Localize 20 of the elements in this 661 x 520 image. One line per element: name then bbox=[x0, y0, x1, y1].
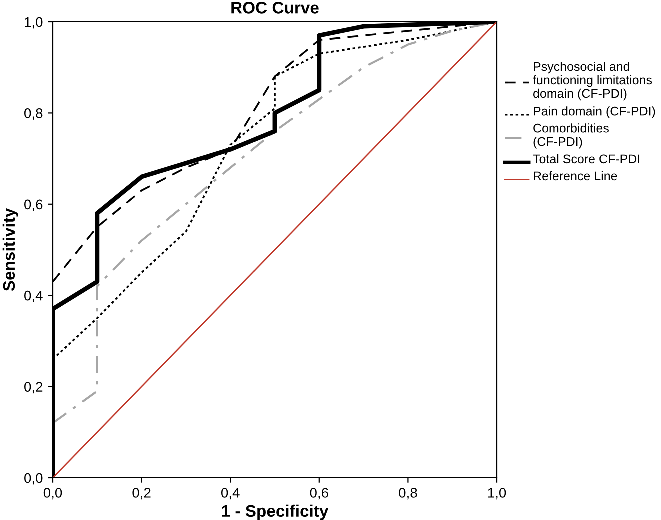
legend-label: Pain domain (CF-PDI) bbox=[534, 106, 656, 118]
chart-title: ROC Curve bbox=[232, 2, 319, 14]
x-tick-label: 0,2 bbox=[132, 488, 151, 500]
y-tick-label: 0,8 bbox=[24, 108, 43, 120]
legend-label: Comorbidities (CF-PDI) bbox=[534, 124, 609, 149]
y-tick-label: 0,2 bbox=[24, 382, 43, 394]
x-tick-label: 0,4 bbox=[221, 488, 240, 500]
x-axis-title: 1 - Specificity bbox=[222, 504, 329, 520]
x-tick-label: 0,6 bbox=[310, 488, 328, 500]
legend-label: Reference Line bbox=[534, 171, 618, 181]
y-axis-title: Sensitivity bbox=[2, 208, 18, 292]
y-tick-label: 1,0 bbox=[25, 17, 43, 29]
legend-label: Total Score CF-PDI bbox=[533, 154, 640, 164]
y-tick-label: 0,4 bbox=[24, 290, 43, 302]
y-tick-label: 0,6 bbox=[24, 200, 43, 212]
x-tick-label: 0,8 bbox=[399, 488, 418, 500]
y-tick-label: 0,0 bbox=[24, 473, 43, 485]
legend-label: Psychosocial and functioning limitations domain (CF-PDI) bbox=[533, 62, 652, 101]
x-tick-label: 0,0 bbox=[44, 488, 62, 500]
x-tick-label: 1,0 bbox=[488, 488, 506, 500]
